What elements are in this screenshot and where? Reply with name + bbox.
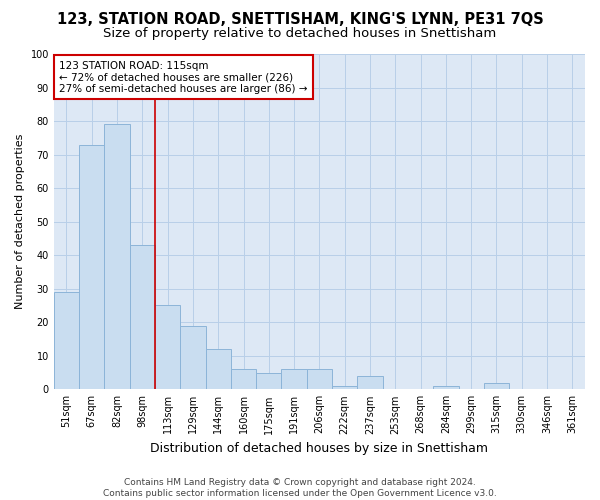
- Bar: [433, 386, 458, 390]
- Bar: [206, 349, 231, 390]
- Bar: [79, 144, 104, 390]
- Bar: [332, 386, 358, 390]
- Bar: [307, 369, 332, 390]
- Y-axis label: Number of detached properties: Number of detached properties: [15, 134, 25, 310]
- Bar: [180, 326, 206, 390]
- Bar: [155, 306, 180, 390]
- Text: 123, STATION ROAD, SNETTISHAM, KING'S LYNN, PE31 7QS: 123, STATION ROAD, SNETTISHAM, KING'S LY…: [56, 12, 544, 28]
- X-axis label: Distribution of detached houses by size in Snettisham: Distribution of detached houses by size …: [151, 442, 488, 455]
- Text: Contains HM Land Registry data © Crown copyright and database right 2024.
Contai: Contains HM Land Registry data © Crown c…: [103, 478, 497, 498]
- Bar: [104, 124, 130, 390]
- Bar: [231, 369, 256, 390]
- Text: Size of property relative to detached houses in Snettisham: Size of property relative to detached ho…: [103, 28, 497, 40]
- Text: 123 STATION ROAD: 115sqm
← 72% of detached houses are smaller (226)
27% of semi-: 123 STATION ROAD: 115sqm ← 72% of detach…: [59, 60, 308, 94]
- Bar: [256, 372, 281, 390]
- Bar: [54, 292, 79, 390]
- Bar: [130, 245, 155, 390]
- Bar: [484, 382, 509, 390]
- Bar: [281, 369, 307, 390]
- Bar: [358, 376, 383, 390]
